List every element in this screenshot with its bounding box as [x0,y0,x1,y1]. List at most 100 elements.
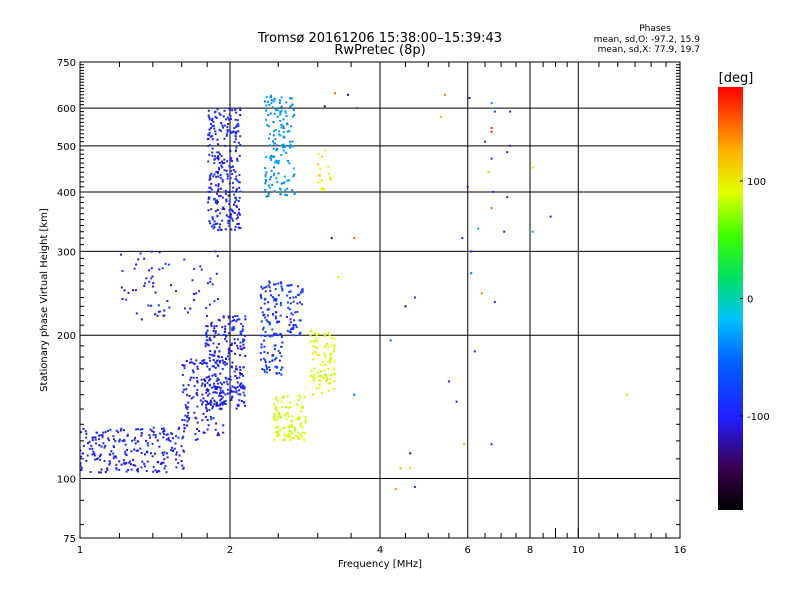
data-point [273,283,275,286]
data-point [270,102,273,105]
data-point [98,444,101,447]
data-point [233,212,236,214]
data-point [125,470,128,473]
data-point [235,179,238,182]
data-point [216,215,219,218]
data-point [288,145,291,148]
data-point [318,387,321,389]
data-point [228,350,231,353]
data-point [238,318,241,321]
data-point [94,436,97,439]
data-point [163,451,166,454]
data-point [327,346,330,349]
data-point [295,434,297,437]
data-point [292,115,294,118]
data-point [217,318,220,321]
data-point [229,177,232,180]
data-point [133,439,136,441]
data-point [283,175,286,178]
data-point [265,109,268,112]
data-point [238,173,241,176]
data-point [239,107,242,110]
data-point [276,181,279,183]
data-point [439,115,442,118]
data-point [223,137,226,140]
data-point [151,442,154,445]
data-point [163,309,166,312]
data-point [181,364,184,366]
data-point [150,267,153,270]
data-point [277,159,280,162]
data-point [239,341,242,344]
data-point [159,310,161,313]
data-point [291,140,294,143]
data-point [287,435,290,438]
data-point [266,351,269,354]
data-point [413,296,416,299]
data-point [239,109,242,111]
data-point [280,123,283,126]
data-point [290,97,293,100]
data-point [330,357,333,360]
data-point [317,174,320,177]
data-point [156,314,159,317]
data-point [200,268,203,271]
data-point [234,352,236,355]
data-point [264,316,267,319]
data-point [284,412,287,415]
data-point [183,367,186,370]
data-point [280,96,283,99]
data-point [227,355,230,358]
phase-stats-x: mean, sd,X: 77.9, 19.7 [598,45,700,55]
data-point [236,124,239,127]
data-point [227,194,230,197]
data-point [166,456,169,459]
data-point [236,223,239,225]
data-point [269,176,272,178]
data-point [201,401,204,404]
data-point [292,334,295,337]
data-point [230,170,232,173]
data-point [210,135,213,138]
data-point [229,149,231,152]
data-point [280,105,283,108]
data-point [231,329,234,332]
data-point [263,302,266,305]
data-point [209,339,212,342]
data-point [266,100,269,103]
data-point [291,313,294,316]
data-point [272,296,275,299]
colorbar-tick-label: 0 [747,295,753,306]
data-point [301,405,304,408]
data-point [190,361,193,364]
data-point [279,302,282,304]
colorbar-tick-label: -100 [747,412,770,423]
data-point [208,134,211,137]
data-point [222,115,225,118]
data-point [265,118,268,121]
data-point [271,328,274,331]
data-point [278,133,281,136]
data-point [175,290,177,293]
data-point [269,156,272,159]
data-point [207,109,210,112]
data-point [261,287,264,290]
data-point [208,303,211,306]
data-point [325,342,328,345]
data-point [217,433,220,436]
data-point [303,438,306,441]
data-point [220,401,223,404]
data-point [277,349,280,352]
data-point [186,406,189,409]
data-point [186,311,189,314]
data-point [274,315,277,318]
data-point [312,344,315,347]
data-point [217,432,220,435]
data-point [284,110,287,113]
data-point [175,466,178,469]
data-point [282,395,285,398]
data-point [207,201,210,204]
data-point [232,186,235,189]
data-point [315,333,318,336]
x-tick-label: 1 [77,545,83,556]
